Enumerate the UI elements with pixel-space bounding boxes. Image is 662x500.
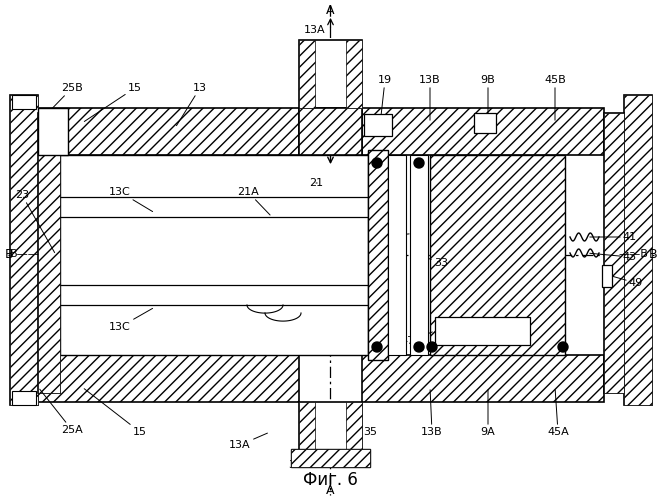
Bar <box>291 449 370 467</box>
Bar <box>12 95 36 109</box>
Bar <box>362 108 604 155</box>
Text: 13C: 13C <box>109 308 152 332</box>
Text: 13C: 13C <box>109 187 153 212</box>
Bar <box>602 265 612 287</box>
Bar <box>299 108 362 155</box>
Text: 13B: 13B <box>419 75 441 120</box>
Bar <box>388 155 406 355</box>
Bar <box>624 95 652 405</box>
Text: 21: 21 <box>400 228 426 238</box>
Circle shape <box>372 342 382 352</box>
Bar <box>10 95 38 405</box>
Bar <box>604 113 624 393</box>
Text: B: B <box>648 248 657 262</box>
Text: B——: B—— <box>10 249 40 259</box>
Text: 13: 13 <box>177 83 207 126</box>
Text: 9B: 9B <box>481 75 495 120</box>
Text: 13A: 13A <box>310 47 332 57</box>
Bar <box>435 317 530 345</box>
Text: 21A: 21A <box>237 187 270 215</box>
Text: Фиг. 6: Фиг. 6 <box>303 471 357 489</box>
Text: 33: 33 <box>422 256 448 268</box>
Bar <box>299 40 315 108</box>
Bar <box>364 114 392 136</box>
Text: 15: 15 <box>84 388 147 437</box>
Text: 41: 41 <box>590 232 637 242</box>
Text: A: A <box>326 4 335 16</box>
Text: 13B: 13B <box>421 390 443 437</box>
Text: 47: 47 <box>401 332 432 346</box>
Text: 45A: 45A <box>547 390 569 437</box>
Text: B: B <box>5 248 14 262</box>
Text: A: A <box>326 484 335 496</box>
Text: 43: 43 <box>590 252 637 262</box>
Text: 45B: 45B <box>544 75 566 120</box>
Circle shape <box>414 158 424 168</box>
Bar <box>362 355 604 402</box>
Text: 21: 21 <box>309 178 323 188</box>
Bar <box>38 113 60 393</box>
Text: 23: 23 <box>15 190 55 252</box>
Bar <box>299 402 315 467</box>
Bar <box>346 40 362 108</box>
Bar <box>38 108 299 155</box>
Bar <box>346 402 362 467</box>
Text: ——B: ——B <box>618 249 648 259</box>
Bar <box>38 355 299 402</box>
Circle shape <box>414 342 424 352</box>
Bar <box>291 449 370 467</box>
Bar <box>474 113 496 133</box>
Bar <box>410 155 428 355</box>
Circle shape <box>372 158 382 168</box>
Circle shape <box>427 342 437 352</box>
Bar <box>299 40 362 108</box>
Text: 19: 19 <box>378 75 392 122</box>
Bar <box>299 402 362 467</box>
Text: 15: 15 <box>84 83 142 122</box>
Text: 25A: 25A <box>40 389 83 435</box>
Text: 37: 37 <box>288 458 323 470</box>
Bar <box>368 150 388 360</box>
Bar <box>12 391 36 405</box>
Bar <box>38 108 68 155</box>
Text: 25B: 25B <box>40 83 83 121</box>
Text: 13A: 13A <box>304 25 325 35</box>
Bar <box>10 95 38 405</box>
Text: 35: 35 <box>338 412 377 437</box>
Bar <box>604 113 624 393</box>
Text: 49: 49 <box>610 276 643 288</box>
Bar <box>60 155 368 355</box>
Circle shape <box>558 342 568 352</box>
Bar <box>38 113 60 393</box>
Bar <box>430 155 565 355</box>
Text: 13A: 13A <box>229 433 267 450</box>
Text: 9A: 9A <box>481 390 495 437</box>
Bar <box>624 95 652 405</box>
